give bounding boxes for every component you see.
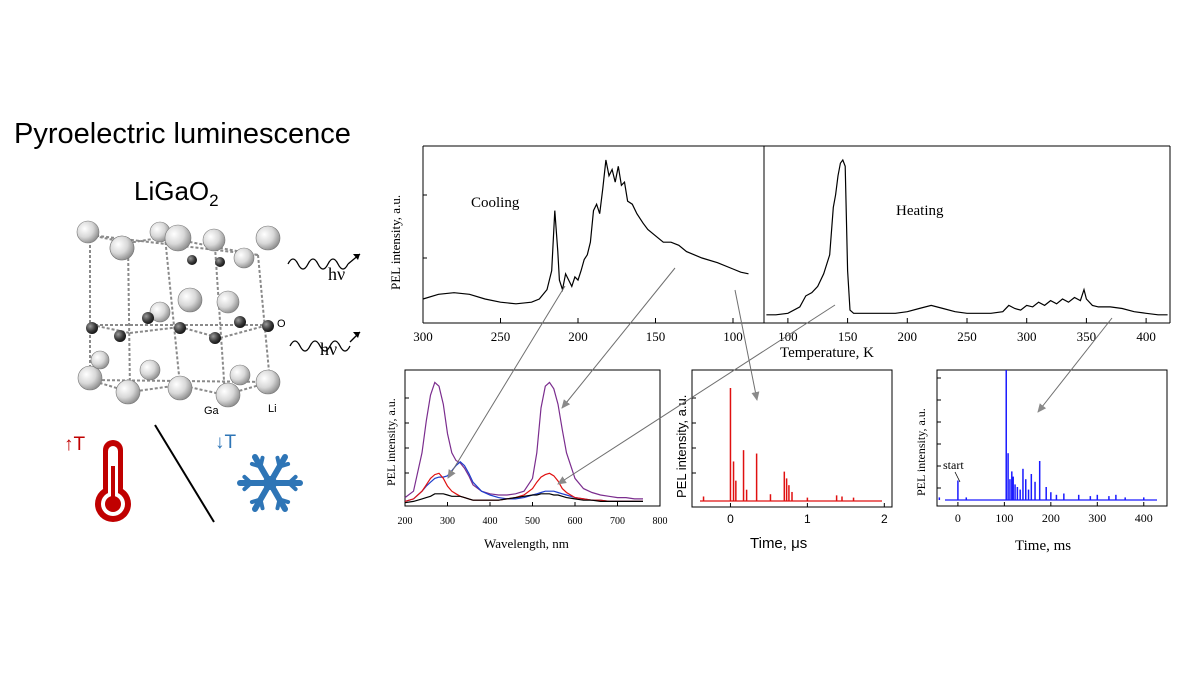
- formula-subscript: 2: [209, 191, 219, 211]
- heating-axis-ticks: 100 150 200 250 300 350 400: [778, 318, 1156, 344]
- x-tick-label: 2: [881, 512, 888, 526]
- page-title: Pyroelectric luminescence: [14, 118, 351, 150]
- spectra-x-ticks: 200 300 400 500 600 700 800: [398, 397, 668, 527]
- microsecond-pulse-chart: 0 1 2 Time, μs PEL intensity, a.u.: [674, 369, 893, 552]
- start-annotation-pointer: [954, 471, 961, 483]
- x-tick-label: 400: [1135, 511, 1153, 525]
- x-tick-label: 100: [995, 511, 1013, 525]
- separator-line: [154, 424, 215, 523]
- photon-emission-bottom: [289, 331, 361, 352]
- x-tick-label: 400: [483, 516, 498, 527]
- microsecond-chart-frame: [691, 369, 893, 508]
- x-tick-label: 300: [440, 516, 455, 527]
- x-tick-label: 600: [568, 516, 583, 527]
- microsecond-y-axis-label: PEL intensity, a.u.: [674, 395, 689, 498]
- x-tick-label: 150: [646, 329, 666, 344]
- x-tick-label: 500: [525, 516, 540, 527]
- y-tick-marks: [423, 194, 427, 259]
- x-tick-label: 400: [1136, 329, 1156, 344]
- cooling-label: ↓T: [215, 432, 237, 453]
- heating-label: ↑T: [64, 434, 86, 455]
- x-tick-label: 800: [653, 516, 668, 527]
- photon-label-bottom: hν: [320, 339, 338, 359]
- wavy-arrow-icon: [287, 258, 349, 270]
- thermometer-icon: [95, 440, 131, 522]
- cooling-axis-ticks: 300 250 200 150 100: [413, 318, 743, 344]
- spectra-y-axis-label: PEL intensity, a.u.: [384, 398, 398, 486]
- x-tick-label: 0: [955, 511, 961, 525]
- lithium-label: Li: [268, 403, 277, 415]
- x-tick-label: 200: [398, 516, 413, 527]
- temperature-chart-frame: [422, 145, 1171, 324]
- x-tick-label: 200: [1042, 511, 1060, 525]
- x-tick-label: 350: [1077, 329, 1097, 344]
- spectra-series: [404, 381, 643, 504]
- lattice-atoms: [76, 220, 281, 408]
- gallium-label: Ga: [204, 405, 219, 417]
- x-tick-label: 0: [727, 512, 734, 526]
- x-tick-label: 250: [957, 329, 977, 344]
- x-tick-label: 200: [568, 329, 588, 344]
- x-tick-label: 250: [491, 329, 511, 344]
- spectrum-series-line: [404, 493, 643, 504]
- x-tick-label: 100: [723, 329, 743, 344]
- x-tick-label: 700: [610, 516, 625, 527]
- millisecond-y-axis-label: PEL intensity, a.u.: [914, 408, 928, 496]
- millisecond-pulse-chart: 0 100 200 300 400 start Time, ms PEL intensi…: [914, 369, 1168, 554]
- microsecond-pulses: [700, 388, 882, 502]
- photon-emission-top: [287, 253, 361, 270]
- spectra-chart-frame: [404, 369, 661, 507]
- temperature-chart: 300 250 200 150 100 100 150 200 250 300 350 400 Co…: [388, 145, 1171, 361]
- cooling-panel-label: Cooling: [471, 195, 520, 211]
- spectrum-series-line: [404, 381, 643, 500]
- spectra-chart: 200 300 400 500 600 700 800 Wavelength, nm PEL…: [384, 369, 668, 551]
- x-tick-label: 1: [804, 512, 811, 526]
- x-tick-label: 300: [1088, 511, 1106, 525]
- heating-series-line: [766, 158, 1168, 316]
- snowflake-icon: [237, 454, 303, 512]
- cooling-series-line: [422, 159, 749, 305]
- heating-panel-label: Heating: [896, 203, 944, 219]
- millisecond-x-ticks: 0 100 200 300 400: [937, 377, 1153, 525]
- oxygen-label: O: [277, 318, 286, 330]
- temperature-x-axis-label: Temperature, K: [780, 345, 874, 361]
- temperature-y-axis-label: PEL intensity, a.u.: [388, 195, 403, 290]
- x-tick-label: 150: [838, 329, 858, 344]
- x-tick-label: 300: [1017, 329, 1036, 344]
- millisecond-chart-frame: [936, 369, 1168, 507]
- formula-base: LiGaO: [134, 176, 210, 206]
- chemical-formula: LiGaO2: [134, 176, 219, 211]
- spectra-x-axis-label: Wavelength, nm: [484, 536, 569, 551]
- wavy-arrow-icon: [289, 340, 351, 352]
- start-annotation: start: [943, 458, 964, 472]
- millisecond-x-axis-label: Time, ms: [1015, 538, 1071, 554]
- x-tick-label: 300: [413, 329, 433, 344]
- microsecond-x-axis-label: Time, μs: [750, 535, 807, 552]
- x-tick-label: 200: [898, 329, 918, 344]
- x-tick-label: 100: [778, 329, 798, 344]
- photon-label-top: hν: [328, 264, 346, 284]
- millisecond-pulses: [938, 370, 1157, 501]
